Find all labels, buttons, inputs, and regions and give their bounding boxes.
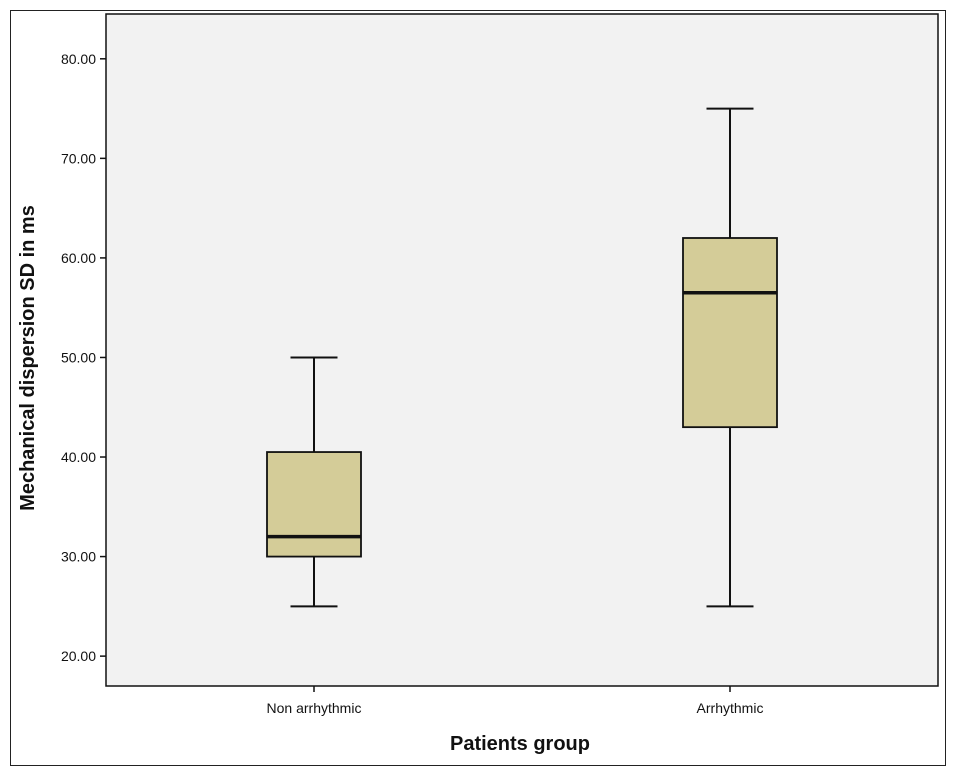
y-tick-label: 30.00 bbox=[61, 549, 96, 565]
boxes-layer bbox=[266, 107, 778, 608]
y-axis-title: Mechanical dispersion SD in ms bbox=[17, 205, 39, 511]
y-tick-label: 70.00 bbox=[61, 150, 96, 166]
box-plot-arrhythmic bbox=[682, 107, 778, 608]
y-tick-label: 20.00 bbox=[61, 648, 96, 664]
x-tick-label: Non arrhythmic bbox=[267, 700, 362, 716]
y-tick-label: 40.00 bbox=[61, 449, 96, 465]
y-axis: 20.00 30.00 40.00 50.00 60.00 70.00 80.00 bbox=[61, 51, 106, 664]
iqr-box bbox=[266, 451, 362, 558]
box-plot-non-arrhythmic bbox=[266, 356, 362, 608]
x-tick-label: Arrhythmic bbox=[697, 700, 764, 716]
iqr-box bbox=[682, 237, 778, 429]
plot-area bbox=[105, 13, 939, 687]
x-axis: Non arrhythmic Arrhythmic bbox=[267, 686, 764, 716]
y-tick-label: 60.00 bbox=[61, 250, 96, 266]
y-tick-label: 80.00 bbox=[61, 51, 96, 67]
x-axis-title: Patients group bbox=[450, 733, 590, 755]
y-tick-label: 50.00 bbox=[61, 349, 96, 365]
